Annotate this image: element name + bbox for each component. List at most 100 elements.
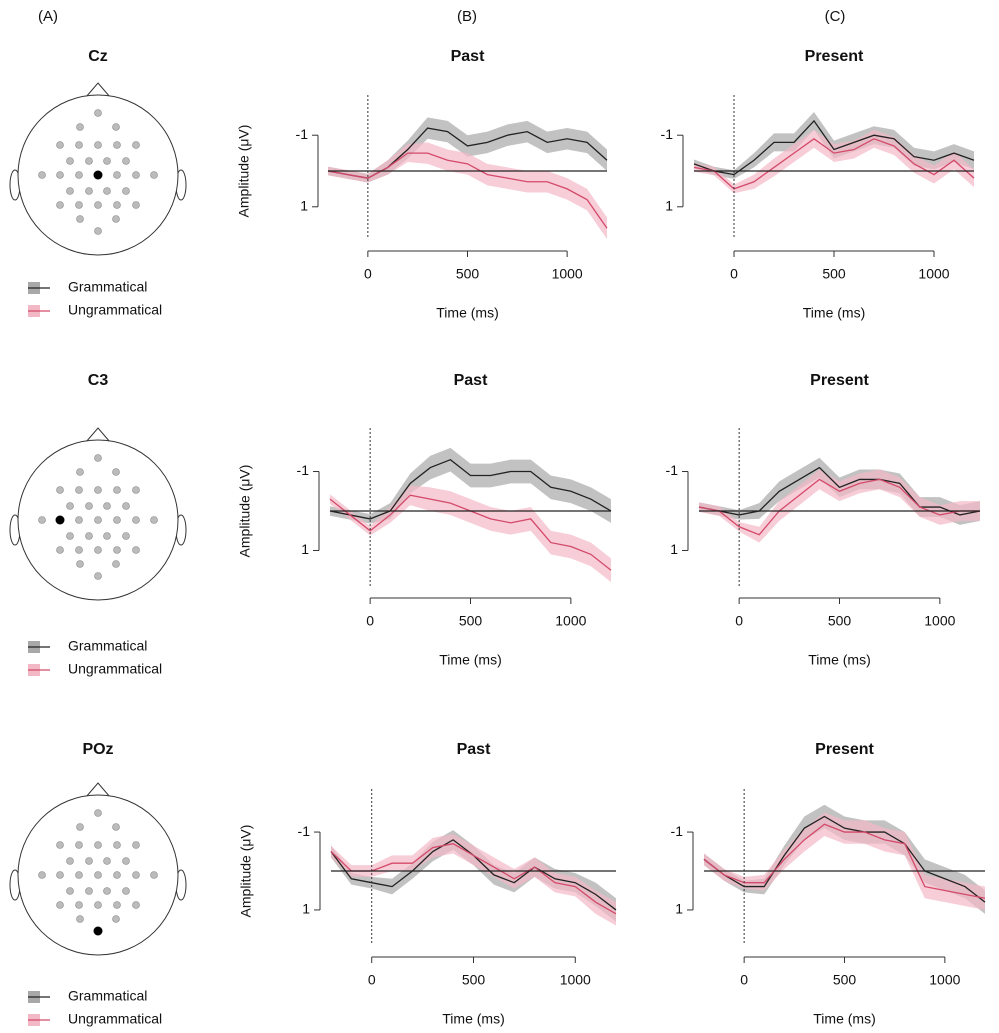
electrode (95, 872, 102, 879)
y-tick-label: -1 (661, 126, 674, 142)
electrode (76, 547, 83, 554)
legend-label: Ungrammatical (68, 661, 162, 677)
electrode (86, 158, 93, 165)
electrode (114, 172, 121, 179)
electrode-name: POz (82, 741, 113, 758)
electrode (67, 888, 74, 895)
electrode (113, 916, 120, 923)
electrode (86, 188, 93, 195)
electrode (77, 124, 84, 131)
electrode (95, 202, 102, 209)
y-tick-label: -1 (671, 823, 684, 839)
electrode (39, 872, 46, 879)
electrode (123, 158, 130, 165)
electrode (67, 503, 74, 510)
y-tick-label: -1 (298, 823, 311, 839)
electrode (86, 503, 93, 510)
x-tick-label: 0 (368, 972, 376, 988)
electrode (77, 216, 84, 223)
electrode (76, 517, 83, 524)
electrode (151, 872, 158, 879)
legend-label: Ungrammatical (68, 302, 162, 318)
x-tick-label: 500 (459, 613, 483, 629)
electrode (67, 188, 74, 195)
electrode (95, 487, 102, 494)
electrode (133, 172, 140, 179)
electrode (151, 172, 158, 179)
x-tick-label: 0 (735, 613, 743, 629)
electrode-name: Cz (88, 48, 108, 65)
x-tick-label: 0 (364, 266, 372, 282)
y-axis-label: Amplitude (μV) (237, 465, 253, 558)
legend-label: Grammatical (68, 638, 147, 654)
y-axis-label: Amplitude (μV) (236, 125, 252, 218)
chart-title: Past (451, 48, 485, 65)
electrode (95, 228, 102, 235)
chart-title: Past (457, 741, 491, 758)
legend-label: Ungrammatical (68, 1011, 162, 1027)
electrode (76, 487, 83, 494)
electrode (113, 469, 120, 476)
x-tick-label: 1000 (552, 266, 583, 282)
x-tick-label: 500 (462, 972, 486, 988)
electrode (67, 858, 74, 865)
figure: (A) (B) (C) Cz C3 POz PastAmplitude (μV)… (0, 0, 999, 1033)
electrode (57, 202, 64, 209)
electrode (114, 202, 121, 209)
electrode (133, 902, 140, 909)
y-tick-label: 1 (670, 541, 678, 557)
electrode (133, 517, 140, 524)
x-tick-label: 1000 (929, 972, 960, 988)
electrode (113, 216, 120, 223)
electrode (76, 172, 83, 179)
y-tick-label: 1 (302, 901, 310, 917)
electrode (39, 172, 46, 179)
x-axis-label: Time (ms) (439, 652, 501, 668)
panel-label: (B) (457, 8, 477, 25)
x-tick-label: 1000 (918, 266, 949, 282)
legend-label: Grammatical (68, 988, 147, 1004)
electrode (133, 842, 140, 849)
x-tick-label: 500 (833, 972, 857, 988)
electrode (76, 872, 83, 879)
legend-label: Grammatical (68, 279, 147, 295)
selected-electrode (56, 516, 65, 525)
panel-label: (A) (38, 8, 58, 25)
error-band (704, 813, 985, 910)
electrode (114, 547, 121, 554)
electrode (133, 487, 140, 494)
chart-title: Past (454, 372, 488, 389)
electrode (104, 888, 111, 895)
electrode (104, 858, 111, 865)
x-tick-label: 0 (730, 266, 738, 282)
y-tick-label: -1 (296, 126, 309, 142)
electrode (113, 561, 120, 568)
electrode (123, 533, 130, 540)
electrode (57, 547, 64, 554)
electrode (123, 858, 130, 865)
x-axis-label: Time (ms) (442, 1011, 504, 1027)
electrode (95, 110, 102, 117)
x-tick-label: 1000 (560, 972, 591, 988)
electrode (114, 872, 121, 879)
electrode (123, 188, 130, 195)
x-axis-label: Time (ms) (803, 305, 865, 321)
electrode (133, 547, 140, 554)
chart-title: Present (815, 741, 874, 758)
electrode (123, 503, 130, 510)
x-tick-label: 0 (366, 613, 374, 629)
y-tick-label: -1 (297, 462, 310, 478)
electrode (95, 902, 102, 909)
x-tick-label: 1000 (924, 613, 955, 629)
electrode (86, 888, 93, 895)
electrode (57, 902, 64, 909)
electrode (113, 124, 120, 131)
electrode (57, 142, 64, 149)
x-tick-label: 500 (822, 266, 846, 282)
electrode (113, 824, 120, 831)
electrode (77, 469, 84, 476)
electrode (133, 142, 140, 149)
electrode (95, 142, 102, 149)
electrode (39, 517, 46, 524)
electrode (133, 872, 140, 879)
